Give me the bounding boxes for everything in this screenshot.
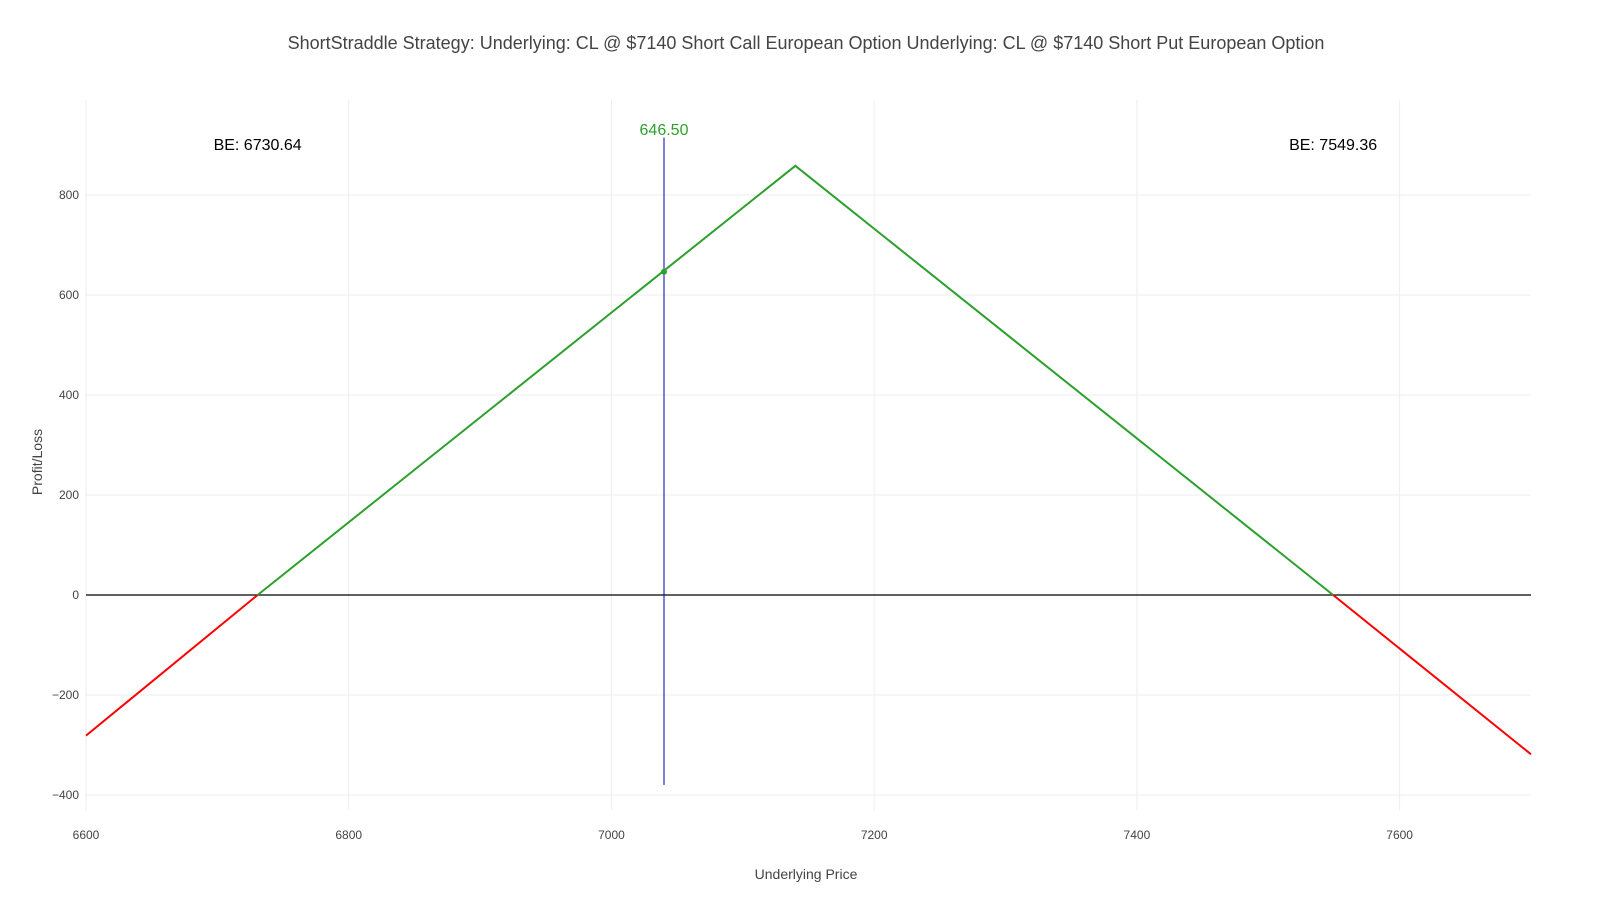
annotation-layer: BE: 6730.64 646.50 BE: 7549.36 <box>214 122 1378 154</box>
annotation-label: BE: 7549.36 <box>1289 137 1377 154</box>
y-axis-title: Profit/Loss <box>29 429 45 495</box>
y-tick-label: 0 <box>72 588 79 602</box>
loss-segment-line <box>1332 594 1532 756</box>
profit-segment-line <box>256 164 1334 596</box>
x-tick-label: 7000 <box>598 828 625 842</box>
loss-segment-line <box>85 594 259 737</box>
annotation-label: 646.50 <box>640 122 689 139</box>
y-tick-label: 600 <box>59 288 79 302</box>
y-tick-label: 400 <box>59 388 79 402</box>
axis-layer: 6600 6800 7000 7200 7400 7600 −400 −200 0 200 400 6… <box>52 188 1531 842</box>
y-tick-label: 800 <box>59 188 79 202</box>
x-tick-label: 7200 <box>861 828 888 842</box>
annotation-label: BE: 6730.64 <box>214 137 302 154</box>
current-point-marker <box>661 268 667 275</box>
chart-title: ShortStraddle Strategy: Underlying: CL @… <box>288 33 1325 53</box>
grid-layer <box>85 100 1531 810</box>
x-tick-label: 6600 <box>73 828 100 842</box>
series-layer <box>85 137 1532 785</box>
y-tick-label: −400 <box>52 788 79 802</box>
y-tick-label: −200 <box>52 688 79 702</box>
x-tick-label: 7400 <box>1124 828 1151 842</box>
x-tick-label: 6800 <box>335 828 362 842</box>
x-axis-title: Underlying Price <box>755 866 858 882</box>
x-tick-label: 7600 <box>1386 828 1413 842</box>
y-tick-label: 200 <box>59 488 79 502</box>
